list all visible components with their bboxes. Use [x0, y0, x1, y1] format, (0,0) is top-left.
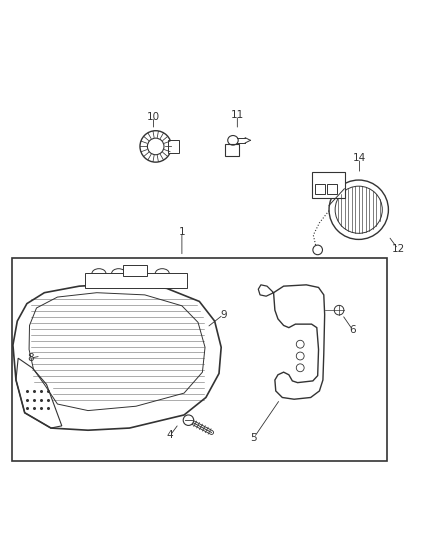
Text: 5: 5	[251, 433, 257, 442]
Bar	[12, 258, 387, 461]
Text: 14: 14	[353, 153, 366, 163]
Text: 4: 4	[167, 431, 173, 440]
FancyBboxPatch shape	[315, 184, 325, 193]
FancyBboxPatch shape	[168, 140, 179, 152]
FancyBboxPatch shape	[85, 273, 187, 288]
Text: 9: 9	[220, 310, 227, 319]
FancyBboxPatch shape	[225, 144, 239, 156]
Circle shape	[183, 415, 194, 425]
Text: 10: 10	[147, 112, 160, 122]
Text: 12: 12	[392, 244, 405, 254]
Text: 1: 1	[179, 228, 185, 237]
Text: 6: 6	[349, 325, 356, 335]
Text: 8: 8	[27, 353, 34, 363]
FancyBboxPatch shape	[327, 184, 337, 193]
Text: 11: 11	[231, 110, 244, 120]
FancyBboxPatch shape	[123, 265, 148, 276]
FancyBboxPatch shape	[312, 172, 345, 198]
